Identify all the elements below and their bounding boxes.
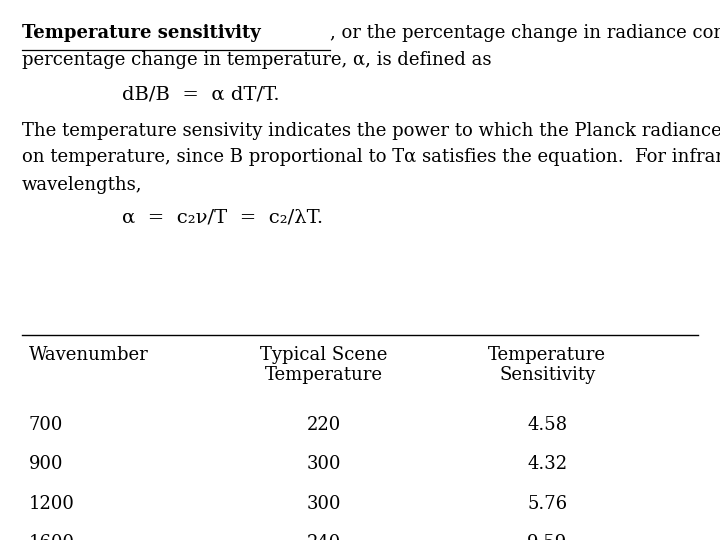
Text: wavelengths,: wavelengths,	[22, 176, 142, 193]
Text: 5.76: 5.76	[527, 495, 567, 512]
Text: percentage change in temperature, α, is defined as: percentage change in temperature, α, is …	[22, 51, 491, 69]
Text: on temperature, since B proportional to Tα satisfies the equation.  For infrared: on temperature, since B proportional to …	[22, 148, 720, 166]
Text: Temperature
Sensitivity: Temperature Sensitivity	[488, 346, 606, 384]
Text: 1200: 1200	[29, 495, 75, 512]
Text: 4.32: 4.32	[527, 455, 567, 473]
Text: 700: 700	[29, 416, 63, 434]
Text: 4.58: 4.58	[527, 416, 567, 434]
Text: α  =  c₂ν/T  =  c₂/λT.: α = c₂ν/T = c₂/λT.	[122, 209, 323, 227]
Text: 9.59: 9.59	[527, 534, 567, 540]
Text: dB/B  =  α dT/T.: dB/B = α dT/T.	[122, 85, 280, 103]
Text: The temperature sensivity indicates the power to which the Planck radiance depen: The temperature sensivity indicates the …	[22, 122, 720, 139]
Text: 220: 220	[307, 416, 341, 434]
Text: 1600: 1600	[29, 534, 75, 540]
Text: 300: 300	[307, 455, 341, 473]
Text: Typical Scene
Temperature: Typical Scene Temperature	[261, 346, 387, 384]
Text: Wavenumber: Wavenumber	[29, 346, 148, 363]
Text: , or the percentage change in radiance corresponding to a: , or the percentage change in radiance c…	[330, 24, 720, 42]
Text: 240: 240	[307, 534, 341, 540]
Text: 300: 300	[307, 495, 341, 512]
Text: Temperature sensitivity: Temperature sensitivity	[22, 24, 261, 42]
Text: 900: 900	[29, 455, 63, 473]
